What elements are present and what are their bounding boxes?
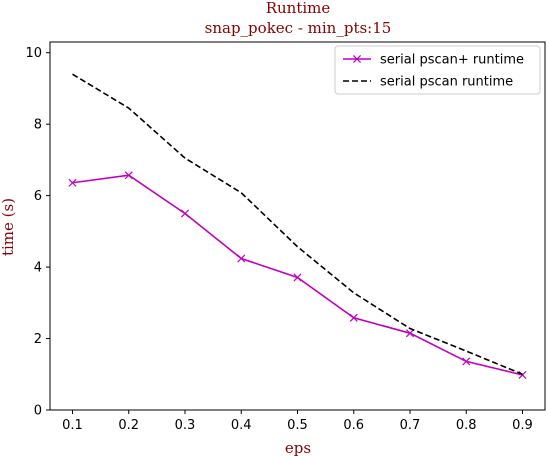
series-1-point	[405, 329, 415, 338]
series-1-point	[68, 178, 77, 187]
x-tick-label: 0.6	[343, 418, 364, 433]
legend-label-1: serial pscan+ runtime	[380, 53, 524, 68]
x-tick-label: 0.4	[231, 418, 252, 433]
x-tick-label: 0.2	[118, 418, 139, 433]
legend-label-2: serial pscan runtime	[380, 75, 513, 90]
y-tick-label: 10	[25, 46, 42, 61]
x-tick-label: 0.1	[62, 418, 83, 433]
legend: serial pscan+ runtime serial pscan runtim…	[334, 45, 541, 95]
axes-frame	[49, 41, 546, 411]
x-tick-label: 0.9	[512, 418, 533, 433]
y-tick-label: 0	[34, 404, 42, 419]
x-tick-label: 0.5	[287, 418, 308, 433]
series-1-point	[180, 209, 190, 218]
series-line-1	[72, 174, 523, 376]
series-1-point	[462, 357, 471, 366]
chart-subtitle: snap_pokec - min_pts:15	[205, 19, 392, 37]
series-line-2	[72, 73, 523, 376]
y-tick-label: 6	[34, 189, 42, 204]
legend-marker	[352, 54, 362, 64]
series-1-point	[349, 313, 358, 322]
y-tick-label: 4	[34, 261, 42, 276]
y-tick-label: 2	[34, 332, 42, 347]
chart-title: Runtime	[266, 0, 331, 17]
series-1-point	[293, 273, 302, 282]
x-tick-label: 0.7	[400, 418, 421, 433]
y-tick-label: 8	[34, 118, 42, 133]
series-1-point	[124, 171, 133, 180]
series-1-point	[237, 254, 246, 263]
x-tick-label: 0.8	[456, 418, 477, 433]
y-axis-label: time (s)	[0, 198, 17, 256]
plot-area: 0.1 0.2 0.3 0.4 0.5 0.6 0.7 0.8 0.9 0 2 4 6 8 10	[25, 41, 546, 433]
legend-box	[334, 45, 541, 95]
x-axis-label: eps	[285, 439, 311, 456]
x-tick-label: 0.3	[175, 418, 196, 433]
